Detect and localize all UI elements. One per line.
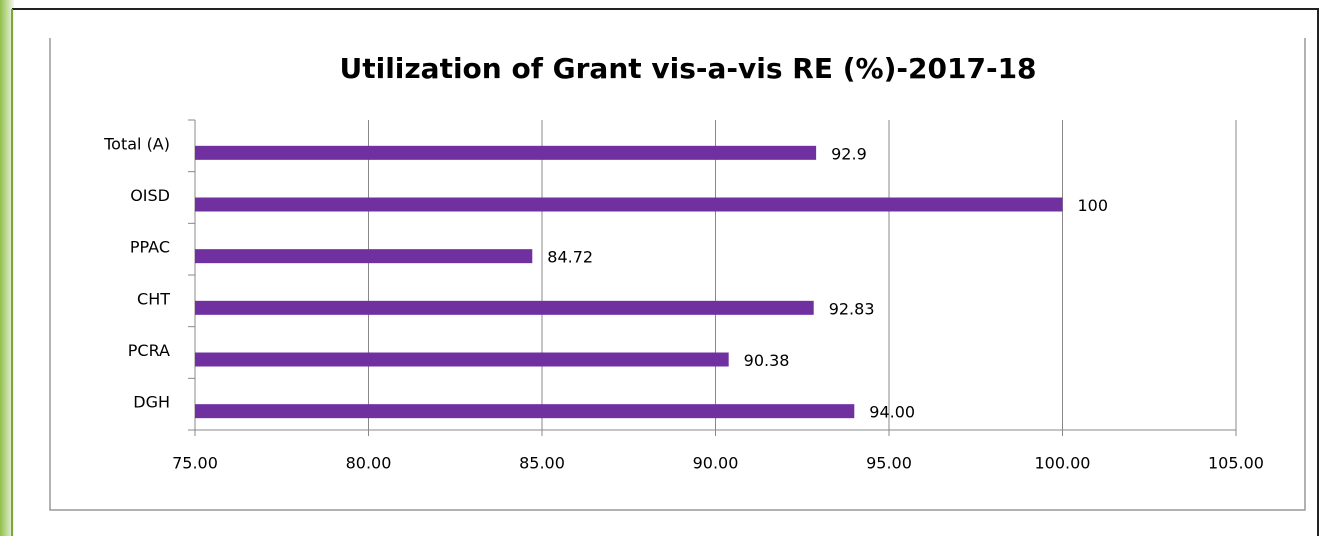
bar [195,249,533,264]
y-tick-label: PPAC [130,238,170,257]
x-tick-label: 80.00 [346,454,392,473]
frame [12,8,1319,536]
x-tick-label: 85.00 [519,454,565,473]
data-label: 92.83 [829,299,875,318]
y-tick-label: CHT [137,289,170,308]
data-label: 100 [1078,196,1109,215]
y-tick-label: PCRA [128,341,170,360]
x-tick-label: 95.00 [866,454,912,473]
data-label: 92.9 [831,144,867,163]
bar [195,352,729,367]
bar [195,404,855,419]
x-tick-label: 90.00 [693,454,739,473]
data-label: 94.00 [869,403,915,422]
x-tick-label: 75.00 [172,454,218,473]
side-strip [0,0,14,536]
chart-box [49,38,1306,511]
bar [195,300,814,315]
bar [195,145,817,160]
y-tick-label: Total (A) [103,134,170,153]
y-tick-label: DGH [133,393,170,412]
chart-title: Utilization of Grant vis-a-vis RE (%)-20… [339,52,1036,85]
data-label: 84.72 [547,248,593,267]
data-label: 90.38 [744,351,790,370]
bar [195,197,1063,212]
x-tick-label: 105.00 [1208,454,1264,473]
y-tick-label: OISD [130,186,170,205]
x-tick-label: 100.00 [1035,454,1091,473]
